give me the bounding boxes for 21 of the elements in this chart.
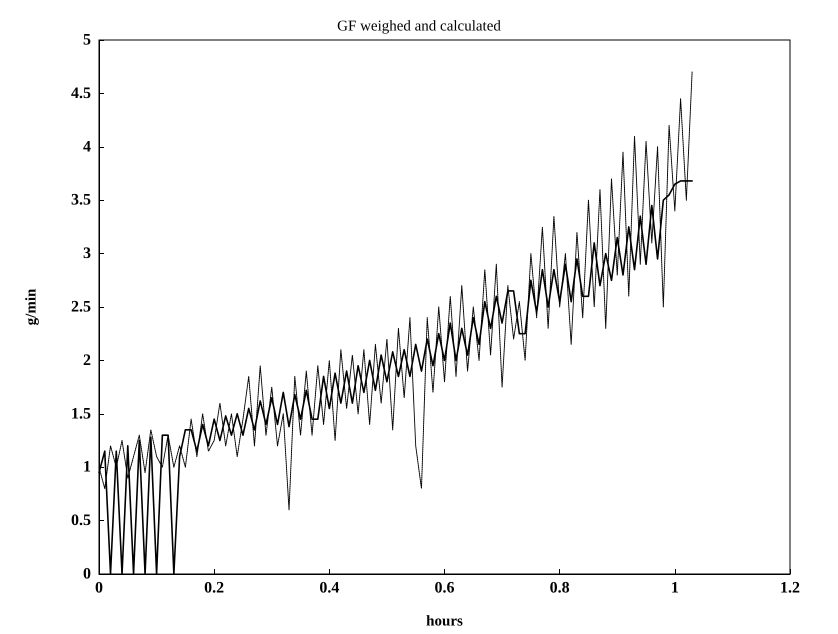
y-tick-label: 2 [83, 352, 91, 369]
chart-title: GF weighed and calculated [337, 18, 502, 34]
y-axis-title: g/min [24, 288, 40, 326]
x-tick-label: 1 [670, 580, 679, 596]
y-tick-label: 4 [83, 138, 91, 156]
x-axis-title: hours [426, 614, 463, 630]
y-tick-label: 3.5 [71, 192, 91, 209]
x-tick-label: 0.8 [550, 580, 570, 596]
x-tick-label: 0.6 [434, 580, 454, 596]
y-tick-label: 1 [83, 458, 91, 476]
y-tick-label: 1.5 [71, 405, 91, 422]
y-tick-label: 0 [83, 566, 91, 582]
x-tick-label: 0.2 [204, 580, 224, 596]
x-tick-label: 1.2 [780, 580, 800, 596]
y-tick-label: 2.5 [71, 298, 91, 316]
y-tick-label: 5 [83, 32, 91, 48]
y-tick-label: 3 [83, 245, 91, 262]
x-tick-label: 0.4 [319, 580, 340, 596]
x-tick-label: 0 [95, 580, 103, 596]
y-tick-label: 0.5 [71, 512, 91, 530]
y-tick-label: 4.5 [71, 84, 91, 102]
